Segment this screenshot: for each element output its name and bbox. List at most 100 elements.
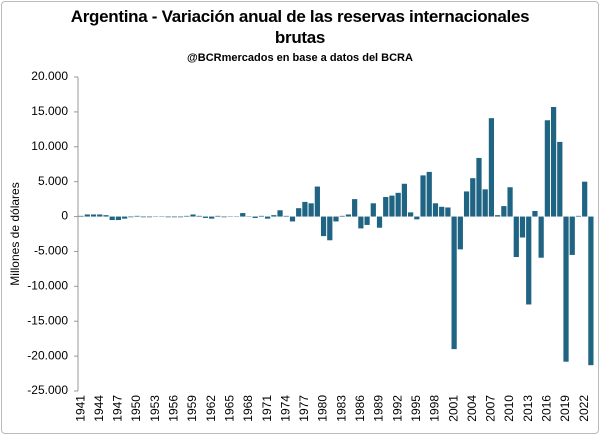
x-tick-label: 2019 [558, 395, 572, 422]
bar [358, 216, 364, 229]
x-tick-label: 1959 [185, 395, 199, 422]
bar [109, 216, 115, 221]
y-tick-label: 15.000 [31, 104, 68, 118]
bar [171, 216, 177, 218]
bar [582, 181, 588, 217]
chart-title: Argentina - Variación anual de las reser… [70, 7, 530, 47]
bar [97, 214, 103, 217]
x-tick-label: 1974 [278, 395, 292, 422]
bar [103, 215, 109, 217]
bar [327, 216, 333, 241]
bar [501, 206, 507, 217]
bar [544, 120, 550, 217]
bar [470, 178, 476, 217]
bar [221, 216, 227, 218]
bar [538, 216, 544, 258]
x-tick-label: 2007 [484, 395, 498, 422]
y-tick-label: -20.000 [27, 348, 68, 362]
bar [383, 197, 389, 217]
x-tick-label: 1986 [353, 395, 367, 422]
bar [370, 203, 376, 217]
y-tick-label: 10.000 [31, 139, 68, 153]
x-tick-label: 1995 [409, 395, 423, 422]
bar [196, 215, 202, 217]
x-tick-label: 1977 [297, 395, 311, 422]
bar [122, 216, 128, 219]
x-tick-label: 1971 [260, 395, 274, 422]
bar [439, 206, 445, 217]
x-tick-label: 1956 [167, 395, 181, 422]
bar [190, 214, 196, 217]
y-axis-title: Millones de dólares [8, 182, 22, 285]
bar [240, 213, 246, 217]
bar [550, 107, 557, 217]
bar [146, 216, 153, 218]
y-tick-label: 20.000 [31, 69, 68, 83]
x-tick-label: 1989 [372, 395, 386, 422]
bar [215, 215, 221, 217]
bar [563, 216, 569, 362]
bar [308, 203, 314, 217]
x-tick-label: 1965 [222, 395, 236, 422]
bar [526, 216, 532, 305]
bar [202, 216, 209, 218]
x-tick-label: 2010 [502, 395, 516, 422]
x-tick-label: 1953 [148, 395, 162, 422]
bar [128, 216, 134, 218]
y-tick-label: -15.000 [27, 313, 68, 327]
bar [445, 207, 451, 217]
bar [177, 216, 184, 218]
bar [519, 216, 526, 238]
bar [426, 171, 432, 217]
chart-subtitle: @BCRmercados en base a datos del BCRA [187, 52, 413, 64]
x-tick-label: 1992 [390, 395, 404, 422]
x-tick-label: 1947 [111, 395, 125, 422]
bar [320, 216, 327, 237]
x-tick-label: 1983 [334, 395, 348, 422]
bar [352, 199, 358, 217]
x-tick-label: 1962 [204, 395, 218, 422]
bar [420, 175, 426, 217]
bar [495, 215, 501, 217]
bar [302, 201, 308, 217]
bar [432, 203, 439, 217]
bar [376, 216, 383, 228]
x-tick-label: 1968 [241, 395, 255, 422]
bar [134, 215, 140, 217]
bar [78, 215, 84, 217]
bar [364, 216, 370, 225]
bar [115, 216, 122, 221]
bar [296, 208, 302, 217]
bar [277, 210, 283, 217]
x-tick-label: 2016 [540, 395, 554, 422]
x-tick-label: 1950 [129, 395, 143, 422]
x-tick-label: 1980 [316, 395, 330, 422]
bar [165, 216, 171, 218]
x-tick-label: 1941 [73, 395, 87, 422]
x-tick-label: 2001 [446, 395, 460, 422]
bar [314, 186, 320, 217]
x-tick-label: 1944 [92, 395, 106, 422]
bar [488, 118, 495, 217]
y-tick-label: -5.000 [34, 244, 68, 258]
bar [414, 216, 420, 220]
bar [252, 216, 258, 218]
bar [283, 215, 289, 217]
x-tick-label: 1998 [428, 395, 442, 422]
x-tick-label: 2022 [577, 395, 591, 422]
y-tick-label: -25.000 [27, 383, 68, 397]
bar [209, 216, 215, 219]
bar [463, 191, 470, 217]
bar [532, 210, 538, 217]
y-tick-label: 5.000 [38, 174, 68, 188]
bar [265, 216, 271, 219]
bar [507, 187, 513, 217]
bar [140, 216, 146, 218]
bar [84, 214, 90, 217]
bar [345, 214, 352, 217]
bar [271, 215, 277, 217]
bar [401, 183, 407, 217]
